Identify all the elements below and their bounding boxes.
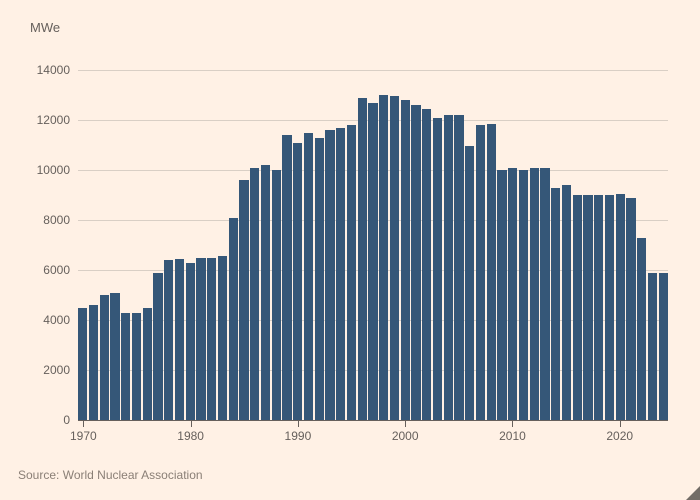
bar [540, 168, 549, 421]
source-line: Source: World Nuclear Association [18, 468, 203, 482]
x-axis: 197019801990200020102020 [78, 420, 668, 440]
bar [626, 198, 635, 421]
bar [519, 170, 528, 420]
bar [465, 146, 474, 420]
bar [530, 168, 539, 421]
bar [648, 273, 657, 421]
bar [336, 128, 345, 421]
y-axis-unit-label: MWe [30, 20, 60, 35]
bar [132, 313, 141, 421]
bar [497, 170, 506, 420]
bar [293, 143, 302, 421]
bar [153, 273, 162, 421]
y-tick-label: 2000 [43, 363, 70, 377]
bar [186, 263, 195, 421]
bar [347, 125, 356, 420]
bar [78, 308, 87, 421]
bar [282, 135, 291, 420]
x-tick [405, 421, 406, 427]
chart-container: MWe 02000400060008000100001200014000 197… [30, 20, 670, 440]
bar [218, 256, 227, 420]
bar [239, 180, 248, 420]
bar [100, 295, 109, 420]
bar [272, 170, 281, 420]
y-tick-label: 6000 [43, 263, 70, 277]
bar [487, 124, 496, 420]
x-tick-label: 2010 [499, 429, 526, 443]
bar [605, 195, 614, 420]
x-tick-label: 2020 [606, 429, 633, 443]
bar [594, 195, 603, 420]
bar [422, 109, 431, 420]
bar [573, 195, 582, 420]
bar [508, 168, 517, 421]
bar [164, 260, 173, 420]
bar [368, 103, 377, 421]
y-tick-label: 0 [63, 413, 70, 427]
x-tick-label: 1990 [285, 429, 312, 443]
bar [454, 115, 463, 420]
x-tick [620, 421, 621, 427]
bar [358, 98, 367, 421]
bar [110, 293, 119, 420]
bar [304, 133, 313, 421]
source-prefix: Source: [18, 468, 63, 482]
bar [143, 308, 152, 421]
bar [325, 130, 334, 420]
x-tick [83, 421, 84, 427]
bar [196, 258, 205, 420]
bar [229, 218, 238, 421]
bar [433, 118, 442, 421]
bar [261, 165, 270, 420]
bar [250, 168, 259, 421]
bars-group [78, 70, 668, 420]
bar [411, 105, 420, 420]
bar [551, 188, 560, 421]
x-tick [298, 421, 299, 427]
bar [637, 238, 646, 421]
bar [583, 195, 592, 420]
source-text: World Nuclear Association [63, 468, 203, 482]
x-tick [512, 421, 513, 427]
bar [121, 313, 130, 421]
bar [476, 125, 485, 420]
y-tick-label: 4000 [43, 313, 70, 327]
x-tick-label: 2000 [392, 429, 419, 443]
bar [390, 96, 399, 420]
resize-corner-icon [686, 486, 700, 500]
y-tick-label: 14000 [37, 63, 70, 77]
bar [89, 305, 98, 420]
y-tick-label: 12000 [37, 113, 70, 127]
y-tick-label: 8000 [43, 213, 70, 227]
x-tick-label: 1970 [70, 429, 97, 443]
bar [379, 95, 388, 420]
bar [401, 100, 410, 420]
bar [207, 258, 216, 420]
plot-area: 02000400060008000100001200014000 [78, 70, 668, 420]
bar [659, 273, 668, 421]
x-tick-label: 1980 [177, 429, 204, 443]
bar [315, 138, 324, 421]
bar [616, 194, 625, 420]
bar [175, 259, 184, 420]
x-tick [191, 421, 192, 427]
bar [562, 185, 571, 420]
y-tick-label: 10000 [37, 163, 70, 177]
bar [444, 115, 453, 420]
